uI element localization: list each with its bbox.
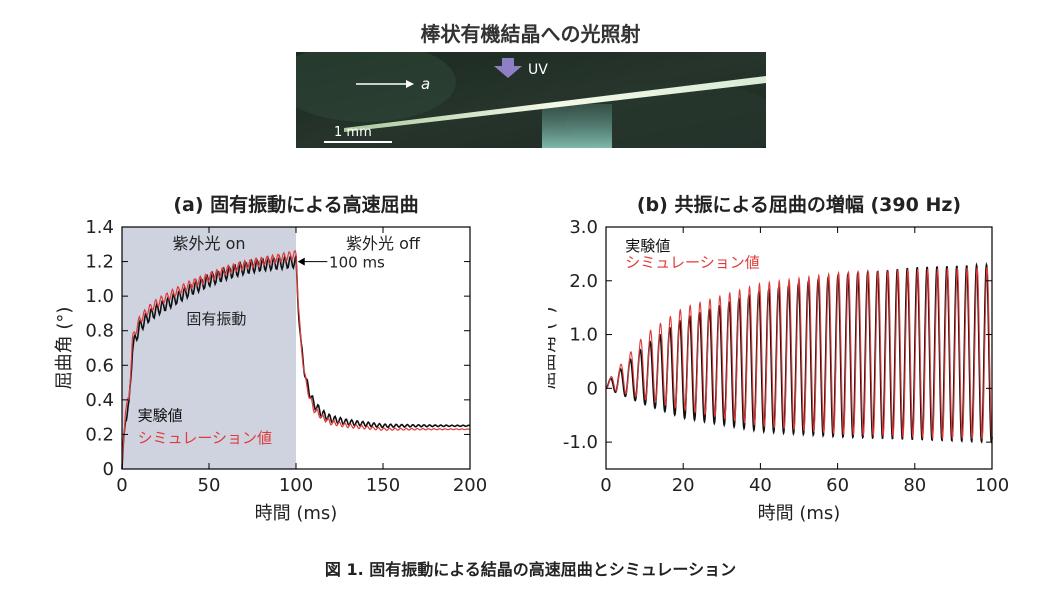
uv-beam	[542, 104, 612, 148]
x-tick-label: 80	[903, 475, 926, 496]
x-tick-label: 200	[453, 475, 487, 496]
y-tick-label: 0	[587, 378, 598, 399]
y-tick-label: 0.8	[85, 321, 114, 342]
series-line-simulation	[605, 267, 993, 441]
uv-label: UV	[528, 62, 548, 78]
y-axis-label: 屈曲角 (°)	[54, 307, 75, 390]
plot-frame	[605, 226, 993, 470]
chart-b: 0 20 40 60 80 100 -1.0 0 1.0 2.0 3.0 時間 (ms) 屈曲角 (°)…	[548, 193, 1009, 524]
x-tick-label: 60	[826, 475, 849, 496]
legend-experiment: 実験値	[138, 407, 183, 425]
region-label-on: 紫外光 on	[172, 234, 245, 253]
region-label-off: 紫外光 off	[346, 234, 421, 253]
annotation-arrow-head-icon	[297, 257, 305, 266]
chart-a: 0 50 100 150 200 0 0.2 0.4 0.6 0.8 1.0 1.2 1.4 時間 (ms…	[54, 193, 487, 524]
x-tick-label: 100	[279, 475, 313, 496]
y-tick-label: 2.0	[569, 271, 598, 292]
y-axis-label: 屈曲角 (°)	[548, 307, 559, 390]
y-tick-label: 3.0	[569, 217, 598, 238]
y-tick-label: 0.4	[85, 390, 114, 411]
x-tick-label: 20	[672, 475, 695, 496]
x-tick-label: 40	[749, 475, 772, 496]
legend-simulation: シミュレーション値	[138, 429, 272, 447]
axis-arrow-label: a	[421, 75, 430, 93]
y-tick-label: -1.0	[563, 432, 598, 453]
legend-experiment: 実験値	[625, 237, 670, 255]
legend-simulation: シミュレーション値	[625, 253, 759, 271]
y-tick-label: 0.2	[85, 424, 114, 445]
page-title: 棒状有機結晶への光照射	[420, 22, 641, 46]
uv-arrow-icon	[494, 58, 522, 78]
crystal-photo: a UV 1 mm	[296, 52, 766, 148]
crystal-rod	[344, 76, 766, 132]
x-axis-label: 時間 (ms)	[255, 503, 338, 524]
chart-title: (a) 固有振動による高速屈曲	[173, 193, 418, 216]
y-tick-label: 1.0	[85, 286, 114, 307]
y-tick-label: 0.6	[85, 355, 114, 376]
x-tick-label: 100	[975, 475, 1009, 496]
chart-title: (b) 共振による屈曲の増幅 (390 Hz)	[637, 193, 961, 216]
x-tick-label: 0	[600, 475, 611, 496]
x-axis-label: 時間 (ms)	[758, 503, 841, 524]
y-tick-label: 1.0	[569, 325, 598, 346]
figure-caption: 図 1. 固有振動による結晶の高速屈曲とシミュレーション	[324, 560, 737, 579]
y-tick-label: 1.2	[85, 252, 114, 273]
x-tick-label: 150	[366, 475, 400, 496]
y-tick-label: 0	[103, 459, 114, 480]
annotation-oscillation: 固有振動	[186, 310, 246, 328]
annotation-100ms: 100 ms	[329, 254, 385, 272]
axis-arrow-head-icon	[406, 80, 414, 88]
scale-bar-label: 1 mm	[334, 125, 372, 140]
y-tick-label: 1.4	[85, 217, 114, 238]
x-tick-label: 0	[116, 475, 127, 496]
series-line-simulation	[121, 249, 471, 465]
x-tick-label: 50	[198, 475, 221, 496]
crystal-photo-image: a UV 1 mm	[296, 52, 766, 148]
